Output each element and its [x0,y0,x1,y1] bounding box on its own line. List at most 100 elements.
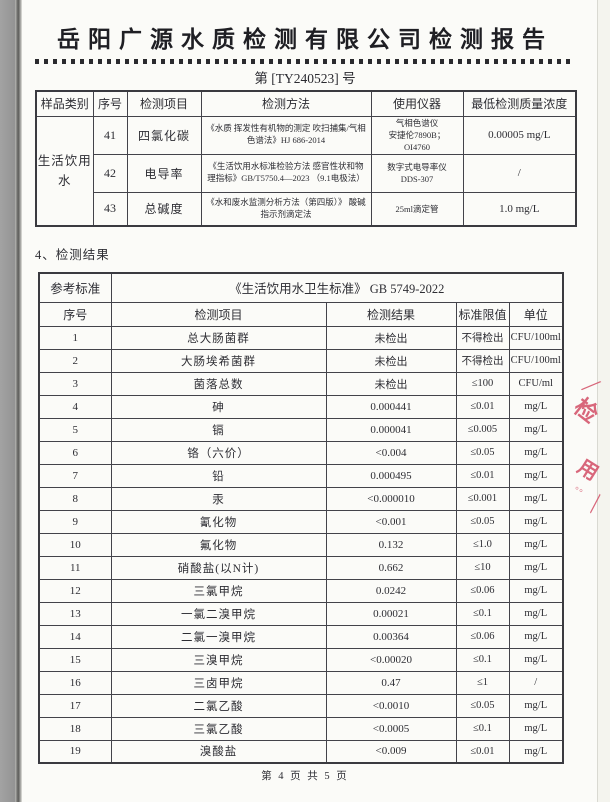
row-test-result: 0.000441 [325,394,457,419]
min-concentration: 1.0 mg/L [462,191,577,227]
row-standard-limit: ≤0.05 [455,693,510,718]
row-unit: CFU/ml [508,371,564,396]
row-seq-no: 11 [38,555,112,580]
results-table: 参考标准 《生活饮用水卫生标准》 GB 5749-2022 序号 检测项目 检测… [38,272,565,764]
row-seq-no: 5 [38,417,112,442]
min-concentration: / [462,153,577,193]
row-seq-no: 14 [38,624,112,649]
row-standard-limit: ≤0.01 [455,463,510,488]
row-unit: mg/L [508,394,564,419]
test-method: 《生活饮用水标准检验方法 感官性状和物理指标》GB/T5750.4—2023 （… [200,153,372,193]
row-seq-no: 4 [38,394,112,419]
row-test-result: <0.0005 [325,716,457,741]
header-test-item: 检测项目 [110,301,327,327]
result-row: 3 菌落总数 未检出 ≤100 CFU/ml [38,371,564,396]
test-item: 电导率 [126,153,202,193]
row-unit: mg/L [508,509,564,534]
row-unit: mg/L [508,555,564,580]
instrument: 数字式电导率仪 DDS-307 [370,153,464,193]
row-test-item: 总大肠菌群 [110,325,327,350]
result-row: 17 二氯乙酸 <0.0010 ≤0.05 mg/L [38,693,564,718]
results-table-header-row: 序号 检测项目 检测结果 标准限值 单位 [38,301,564,327]
result-row: 8 汞 <0.000010 ≤0.001 mg/L [38,486,564,511]
row-standard-limit: ≤0.1 [455,647,510,672]
results-table-body: 1 总大肠菌群 未检出 不得检出 CFU/100ml 2 大肠埃希菌群 未检出 不得检出 CFU/… [38,325,564,764]
seq-no: 42 [92,153,128,193]
row-test-result: <0.001 [325,509,457,534]
header-min-concentration: 最低检测质量浓度 [462,90,577,117]
header-test-item: 检测项目 [126,90,202,117]
row-standard-limit: ≤0.06 [455,578,510,603]
test-method: 《水质 挥发性有机物的测定 吹扫捕集/气相色谱法》HJ 686-2014 [200,115,372,155]
test-item: 四氯化碳 [126,115,202,155]
row-seq-no: 15 [38,647,112,672]
row-test-result: 0.00364 [325,624,457,649]
row-unit: mg/L [508,486,564,511]
row-test-item: 溴酸盐 [110,739,327,764]
row-test-result: 未检出 [325,325,457,350]
row-seq-no: 19 [38,739,112,764]
row-unit: mg/L [508,601,564,626]
header-seq-no: 序号 [38,301,112,327]
result-row: 1 总大肠菌群 未检出 不得检出 CFU/100ml [38,325,564,350]
page-content: 岳阳广源水质检测有限公司检测报告 第 [TY240523] 号 样品类别 序号 … [35,26,577,782]
result-row: 18 三氯乙酸 <0.0005 ≤0.1 mg/L [38,716,564,741]
row-test-item: 三氯甲烷 [110,578,327,603]
result-row: 13 一氯二溴甲烷 0.00021 ≤0.1 mg/L [38,601,564,626]
row-seq-no: 12 [38,578,112,603]
row-test-result: 未检出 [325,348,457,373]
result-row: 4 砷 0.000441 ≤0.01 mg/L [38,394,564,419]
row-seq-no: 3 [38,371,112,396]
header-unit: 单位 [508,301,564,327]
row-seq-no: 13 [38,601,112,626]
row-test-item: 三卤甲烷 [110,670,327,695]
header-seq-no: 序号 [92,90,128,117]
result-row: 16 三卤甲烷 0.47 ≤1/ [38,670,564,695]
row-standard-limit: 不得检出 [455,325,510,350]
page-number-footer: 第 4 页 共 5 页 [261,771,349,782]
row-test-result: 0.000041 [325,417,457,442]
result-row: 7 铅 0.000495 ≤0.01 mg/L [38,463,564,488]
row-test-result: <0.00020 [325,647,457,672]
header-test-result: 检测结果 [325,301,457,327]
result-row: 15 三溴甲烷 <0.00020 ≤0.1 mg/L [38,647,564,672]
page-right-edge-line [597,0,598,802]
instrument: 气相色谱仪 安捷伦7890B； OI4760 [370,115,464,155]
row-seq-no: 18 [38,716,112,741]
row-test-item: 二氯一溴甲烷 [110,624,327,649]
seq-no: 43 [92,191,128,227]
row-test-result: <0.004 [325,440,457,465]
row-seq-no: 2 [38,348,112,373]
row-standard-limit: ≤0.06 [455,624,510,649]
row-standard-limit: ≤0.1 [455,601,510,626]
row-test-result: 0.0242 [325,578,457,603]
min-concentration: 0.00005 mg/L [462,115,577,155]
reference-standard-value: 《生活饮用水卫生标准》 GB 5749-2022 [110,272,564,303]
result-row: 5 镉 0.000041 ≤0.005 mg/L [38,417,564,442]
reference-standard-label: 参考标准 [38,272,112,303]
method-row-41: 生活饮用水 41 四氯化碳 《水质 挥发性有机物的测定 吹扫捕集/气相色谱法》H… [35,115,577,227]
row-test-result: <0.009 [325,739,457,764]
row-standard-limit: ≤1 [455,670,510,695]
seq-no: 41 [92,115,128,155]
test-item: 总碱度 [126,191,202,227]
row-test-item: 铅 [110,463,327,488]
row-standard-limit: ≤10 [455,555,510,580]
row-test-result: 0.662 [325,555,457,580]
result-row: 11 硝酸盐(以N计) 0.662 ≤10 mg/L [38,555,564,580]
report-title: 岳阳广源水质检测有限公司检测报告 [57,26,553,52]
row-standard-limit: ≤0.001 [455,486,510,511]
row-test-item: 三氯乙酸 [110,716,327,741]
header-instrument: 使用仪器 [370,90,464,117]
row-test-result: 0.00021 [325,601,457,626]
row-seq-no: 7 [38,463,112,488]
row-unit: mg/L [508,578,564,603]
row-test-item: 砷 [110,394,327,419]
report-number: 第 [TY240523] 号 [254,71,356,86]
row-unit: mg/L [508,647,564,672]
row-test-item: 氰化物 [110,509,327,534]
sample-category-cell: 生活饮用水 [35,115,94,227]
row-seq-no: 1 [38,325,112,350]
row-standard-limit: 不得检出 [455,348,510,373]
